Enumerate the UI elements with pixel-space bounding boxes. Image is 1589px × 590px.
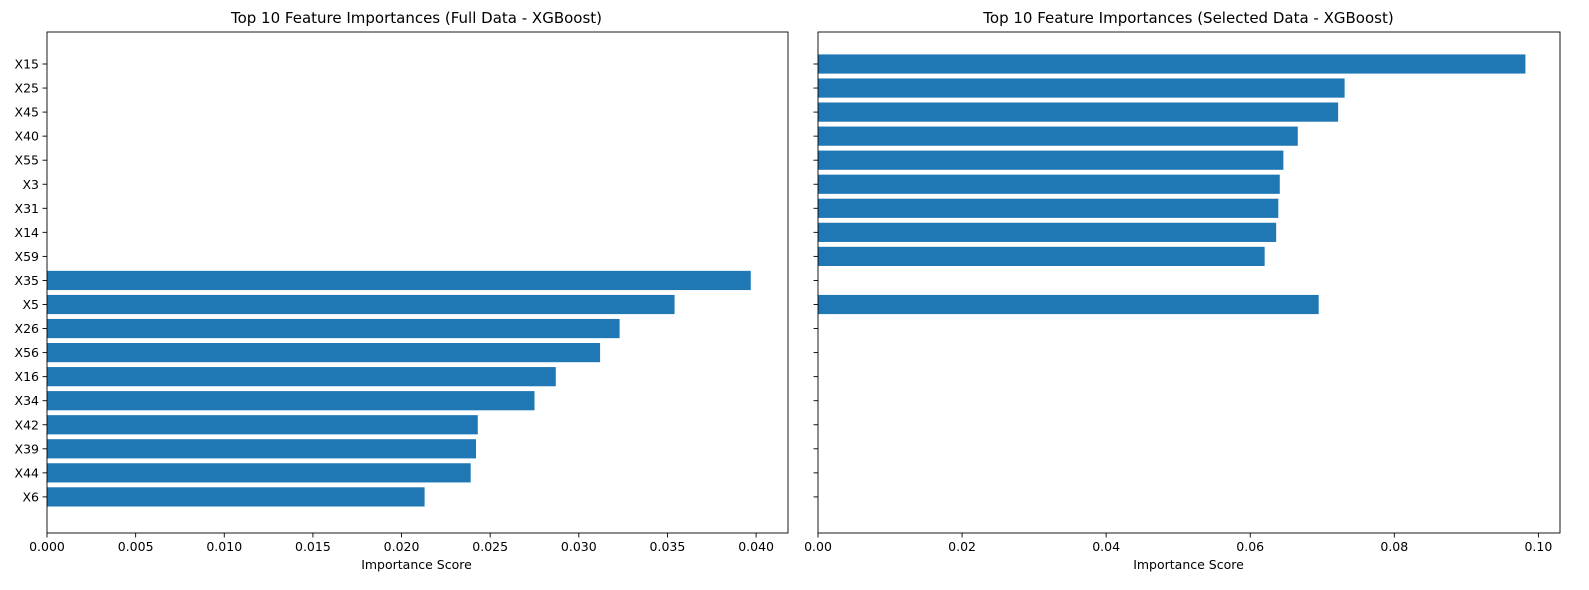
left-bar-x42 (47, 415, 478, 435)
y-tick-label-x55: X55 (15, 153, 39, 168)
y-tick-label-x35: X35 (15, 273, 39, 288)
right-chart-panel: Top 10 Feature Importances (Selected Dat… (804, 9, 1561, 572)
y-tick-label-x14: X14 (15, 225, 40, 240)
y-tick-label-x34: X34 (15, 393, 40, 408)
y-tick-label-x16: X16 (15, 369, 40, 384)
y-tick-label-x31: X31 (15, 201, 39, 216)
right-x-tick-label-0: 0.00 (804, 539, 832, 554)
y-tick-label-x3: X3 (22, 177, 39, 192)
right-bar-x31 (818, 198, 1279, 218)
y-tick-label-x25: X25 (15, 81, 39, 96)
right-plot-frame (817, 31, 1561, 534)
left-bar-x16 (47, 367, 556, 387)
right-bars (818, 54, 1526, 315)
left-plot-frame (46, 31, 789, 534)
left-x-tick-label-8: 0.040 (738, 539, 774, 554)
left-bar-x6 (47, 487, 425, 507)
y-tick-label-x39: X39 (15, 441, 40, 456)
left-bar-x35 (47, 270, 751, 291)
right-x-axis-label: Importance Score (1133, 557, 1244, 572)
right-x-tick-label-4: 0.08 (1380, 539, 1408, 554)
right-bar-x15 (818, 54, 1526, 74)
left-chart-title: Top 10 Feature Importances (Full Data - … (230, 9, 602, 27)
left-bar-x26 (47, 318, 620, 339)
left-x-tick-label-2: 0.010 (206, 539, 242, 554)
left-bar-x39 (47, 439, 476, 459)
right-bar-x45 (818, 102, 1339, 122)
left-bars (47, 270, 751, 507)
right-bar-x25 (818, 78, 1345, 98)
y-tick-label-x44: X44 (15, 465, 40, 480)
y-tick-label-x26: X26 (15, 321, 40, 336)
y-tick-label-x59: X59 (15, 249, 40, 264)
y-tick-label-x56: X56 (15, 345, 40, 360)
y-tick-label-x15: X15 (15, 57, 39, 72)
left-x-tick-label-7: 0.035 (650, 539, 686, 554)
left-bar-x56 (47, 343, 601, 363)
left-x-tick-label-3: 0.015 (295, 539, 331, 554)
right-bar-x14 (818, 222, 1277, 242)
left-x-tick-label-1: 0.005 (118, 539, 154, 554)
right-bar-x5 (818, 294, 1319, 315)
left-x-tick-label-6: 0.030 (561, 539, 597, 554)
right-bar-x3 (818, 174, 1280, 194)
right-bar-x59 (818, 246, 1265, 266)
left-x-axis-ticks: 0.000 0.005 0.010 0.015 0.020 0.025 0.030 0.035… (29, 533, 774, 554)
right-x-tick-label-3: 0.06 (1236, 539, 1264, 554)
right-bar-x40 (818, 126, 1298, 146)
left-bar-x34 (47, 391, 535, 411)
left-x-axis-label: Importance Score (361, 557, 472, 572)
right-bar-x55 (818, 150, 1284, 170)
y-tick-label-x6: X6 (22, 489, 39, 504)
y-tick-label-x45: X45 (15, 105, 39, 120)
y-tick-label-x5: X5 (22, 297, 39, 312)
right-x-tick-label-1: 0.02 (948, 539, 976, 554)
left-x-tick-label-4: 0.020 (384, 539, 420, 554)
left-x-tick-label-0: 0.000 (29, 539, 65, 554)
left-y-axis-ticks: X15 X25 X45 X40 X55 X3 X31 X14 X59 X35 X5 X26 X56 X16… (15, 57, 47, 504)
right-x-tick-label-2: 0.04 (1092, 539, 1120, 554)
left-x-tick-label-5: 0.025 (472, 539, 508, 554)
left-bar-x5 (47, 294, 675, 315)
left-bar-x44 (47, 463, 471, 483)
left-chart-panel: Top 10 Feature Importances (Full Data - … (15, 9, 789, 572)
y-tick-label-x42: X42 (15, 417, 39, 432)
right-x-axis-ticks: 0.00 0.02 0.04 0.06 0.08 0.10 (804, 533, 1552, 554)
y-tick-label-x40: X40 (15, 129, 40, 144)
right-x-tick-label-5: 0.10 (1524, 539, 1552, 554)
right-chart-title: Top 10 Feature Importances (Selected Dat… (982, 9, 1393, 27)
right-y-axis-ticks (813, 63, 818, 498)
